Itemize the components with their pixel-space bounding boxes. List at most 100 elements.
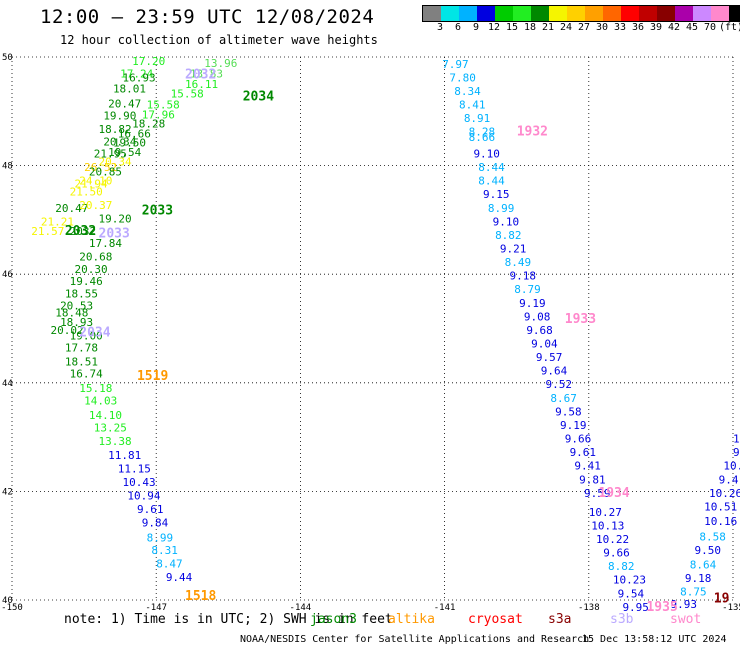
- satellite-legend-swot: swot: [670, 612, 702, 627]
- footer-credit: NOAA/NESDIS Center for Satellite Applica…: [240, 634, 590, 645]
- color-scale-label: 15: [505, 22, 519, 33]
- wave-height-value: 9.64: [541, 365, 568, 378]
- color-scale-label: 24: [559, 22, 573, 33]
- wave-height-value: 8.91: [464, 112, 491, 125]
- wave-height-value: 8.49: [505, 256, 532, 269]
- page-subtitle: 12 hour collection of altimeter wave hei…: [60, 33, 378, 47]
- wave-height-value: 16.93: [123, 71, 156, 84]
- wave-height-value: 9.18: [685, 572, 712, 585]
- wave-height-value: 20.37: [79, 199, 112, 212]
- wave-height-value: 8.31: [151, 544, 178, 557]
- satellite-legend-jason3: jason3: [310, 612, 357, 627]
- wave-height-value: 14.03: [84, 395, 117, 408]
- color-scale-label: 27: [577, 22, 591, 33]
- wave-height-value: 20.47: [108, 97, 141, 110]
- wave-height-value: 10.26: [709, 487, 740, 500]
- wave-height-value: 10.43: [123, 476, 156, 489]
- wave-height-value: 9.61: [570, 446, 597, 459]
- wave-height-value: 16.74: [70, 367, 103, 380]
- wave-height-value: 20.53: [60, 299, 93, 312]
- pass-time-label: 2033: [142, 203, 173, 218]
- color-scale-bar: [422, 5, 740, 22]
- color-swatch: [657, 6, 675, 21]
- x-tick-label: -141: [434, 603, 456, 613]
- wave-height-value: 19.54: [108, 146, 141, 159]
- wave-height-value: 19.00: [70, 329, 103, 342]
- wave-height-value: 9.66: [565, 433, 592, 446]
- wave-height-value: 18.48: [55, 307, 88, 320]
- wave-height-value: 20.34: [99, 156, 132, 169]
- color-scale-label: 21: [541, 22, 555, 33]
- wave-height-value: 9.21: [500, 242, 527, 255]
- satellite-legend-altika: altika: [388, 612, 435, 627]
- color-swatch: [603, 6, 621, 21]
- wave-height-value: 18.55: [65, 288, 98, 301]
- pass-time-label: 2032: [185, 68, 216, 83]
- wave-height-value: 17.24: [120, 68, 153, 81]
- x-tick-label: -150: [1, 603, 23, 613]
- wave-height-value: 17.84: [89, 237, 122, 250]
- wave-height-value: 9.44: [166, 571, 193, 584]
- wave-height-value: 8.99: [488, 202, 515, 215]
- wave-height-value: 9.66: [603, 547, 630, 560]
- y-tick-label: 44: [2, 379, 13, 389]
- wave-height-value: 17.78: [65, 341, 98, 354]
- wave-height-value: 8.99: [147, 531, 174, 544]
- wave-height-value: 9.15: [483, 188, 510, 201]
- wave-height-value: 9.19: [519, 297, 546, 310]
- footer-timestamp: 15 Dec 13:58:12 UTC 2024: [582, 634, 727, 645]
- color-scale-label: (ft): [719, 22, 740, 33]
- wave-height-value: 18.51: [65, 355, 98, 368]
- wave-height-value: 9.50: [695, 544, 722, 557]
- wave-height-value: 8.28: [469, 126, 496, 139]
- color-swatch: [711, 6, 729, 21]
- color-scale-label: 9: [472, 22, 480, 33]
- wave-height-value: 21.95: [94, 147, 127, 160]
- x-tick-label: -138: [578, 603, 600, 613]
- color-swatch: [459, 6, 477, 21]
- wave-height-value: 9.58: [555, 405, 582, 418]
- wave-height-value: 20.02: [50, 324, 83, 337]
- wave-height-value: 15.58: [171, 88, 204, 101]
- pass-time-label: 2034: [79, 326, 110, 341]
- color-swatch: [693, 6, 711, 21]
- y-tick-label: 42: [2, 487, 13, 497]
- wave-height-value: 10.51: [704, 500, 737, 513]
- wave-height-value: 8.79: [514, 283, 541, 296]
- wave-height-value: 19.50: [113, 137, 146, 150]
- wave-height-value: 13.38: [99, 435, 132, 448]
- wave-height-value: 21.50: [70, 185, 103, 198]
- pass-time-label: 2033: [99, 226, 130, 241]
- wave-height-value: 10.: [723, 460, 740, 473]
- wave-height-value: 9.93: [671, 598, 698, 611]
- wave-height-value: 9.95: [622, 601, 649, 614]
- wave-height-value: 8.41: [459, 99, 486, 112]
- footer-note: note: 1) Time is in UTC; 2) SWH is in fe…: [64, 612, 393, 627]
- wave-height-value: 24.10: [79, 175, 112, 188]
- y-tick-label: 40: [2, 596, 13, 606]
- wave-height-value: 20.85: [89, 165, 122, 178]
- wave-height-value: 15.58: [147, 99, 180, 112]
- wave-height-value: 17.96: [142, 108, 175, 121]
- wave-height-value: 21.21: [41, 215, 74, 228]
- page-title: 12:00 – 23:59 UTC 12/08/2024: [40, 6, 375, 28]
- wave-height-value: 9.57: [536, 351, 563, 364]
- wave-height-value: 8.82: [495, 229, 522, 242]
- pass-time-label: 2032: [65, 224, 96, 239]
- color-scale-label: 30: [595, 22, 609, 33]
- wave-height-value: 16.11: [185, 78, 218, 91]
- satellite-legend-s3b: s3b: [610, 612, 634, 627]
- wave-height-value: 18.82: [99, 123, 132, 136]
- wave-height-value: 7.97: [442, 58, 469, 71]
- wave-height-value: 11.81: [108, 449, 141, 462]
- wave-height-value: 16.66: [118, 127, 151, 140]
- wave-height-value: 9.08: [524, 310, 551, 323]
- pass-time-label: 1933: [565, 312, 596, 327]
- wave-height-value: 9.54: [618, 587, 645, 600]
- wave-height-value: 20.34: [103, 136, 136, 149]
- wave-height-value: 13.96: [204, 57, 237, 70]
- y-tick-label: 48: [2, 162, 13, 172]
- wave-height-value: 21.94: [74, 177, 107, 190]
- wave-height-value: 13.83: [190, 68, 223, 81]
- x-tick-label: -135: [722, 603, 740, 613]
